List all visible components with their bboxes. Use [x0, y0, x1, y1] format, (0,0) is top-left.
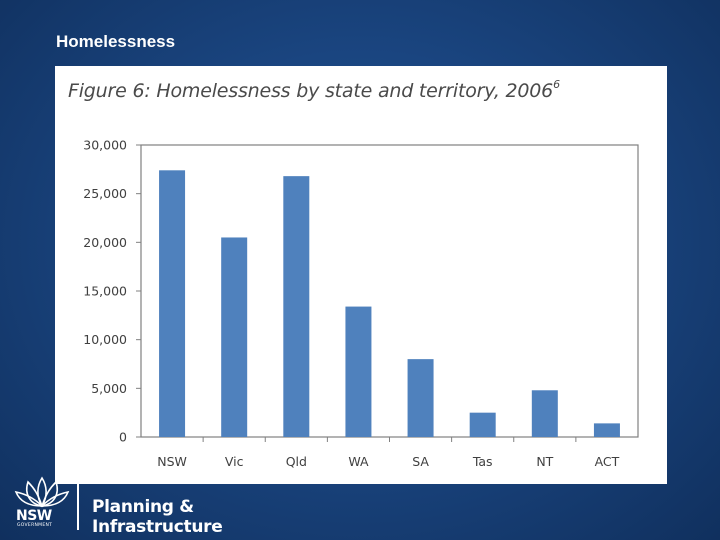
- x-tick-label: SA: [412, 454, 429, 469]
- bar: [407, 359, 434, 437]
- figure-caption-text: Figure 6: Homelessness by state and terr…: [68, 80, 554, 102]
- y-tick-label: 20,000: [83, 235, 127, 250]
- logo-org-name: Planning & Infrastructure: [92, 497, 223, 537]
- bar: [221, 237, 248, 437]
- logo-org-line1: Planning &: [92, 497, 194, 517]
- slide-title: Homelessness: [56, 32, 176, 51]
- figure-panel: Figure 6: Homelessness by state and terr…: [55, 66, 667, 484]
- bar: [159, 170, 186, 437]
- nsw-planning-logo: NSW GOVERNMENT Planning & Infrastructure: [12, 476, 232, 537]
- waratah-icon: [14, 476, 70, 508]
- bar-chart: 0 5,000 10,000 15,000 20,000 25,000 30,000 NSW V…: [83, 138, 639, 469]
- y-tick-label: 15,000: [83, 284, 127, 299]
- bar: [593, 423, 620, 437]
- y-tick-label: 5,000: [91, 381, 127, 396]
- y-tick-label: 10,000: [83, 332, 127, 347]
- figure-caption: Figure 6: Homelessness by state and terr…: [68, 78, 560, 102]
- logo-org-line2: Infrastructure: [92, 517, 223, 537]
- logo-divider: [77, 484, 79, 530]
- x-tick-label: NSW: [157, 454, 187, 469]
- bar: [469, 412, 496, 437]
- x-tick-label: ACT: [595, 454, 620, 469]
- x-tick-label: Tas: [472, 454, 493, 469]
- logo-nsw-text: NSW: [16, 508, 52, 524]
- y-tick-label: 30,000: [83, 138, 127, 153]
- y-tick-label: 0: [119, 430, 127, 445]
- y-tick-label: 25,000: [83, 186, 127, 201]
- x-tick-label: Vic: [225, 454, 244, 469]
- logo-government-text: GOVERNMENT: [17, 523, 53, 528]
- x-tick-label: WA: [348, 454, 369, 469]
- plot-frame: [140, 144, 639, 438]
- bar: [531, 390, 558, 437]
- x-tick-label: Qld: [286, 454, 307, 469]
- bar: [283, 176, 310, 437]
- figure-caption-superscript: 6: [553, 78, 560, 91]
- x-tick-label: NT: [536, 454, 553, 469]
- bar: [345, 306, 372, 437]
